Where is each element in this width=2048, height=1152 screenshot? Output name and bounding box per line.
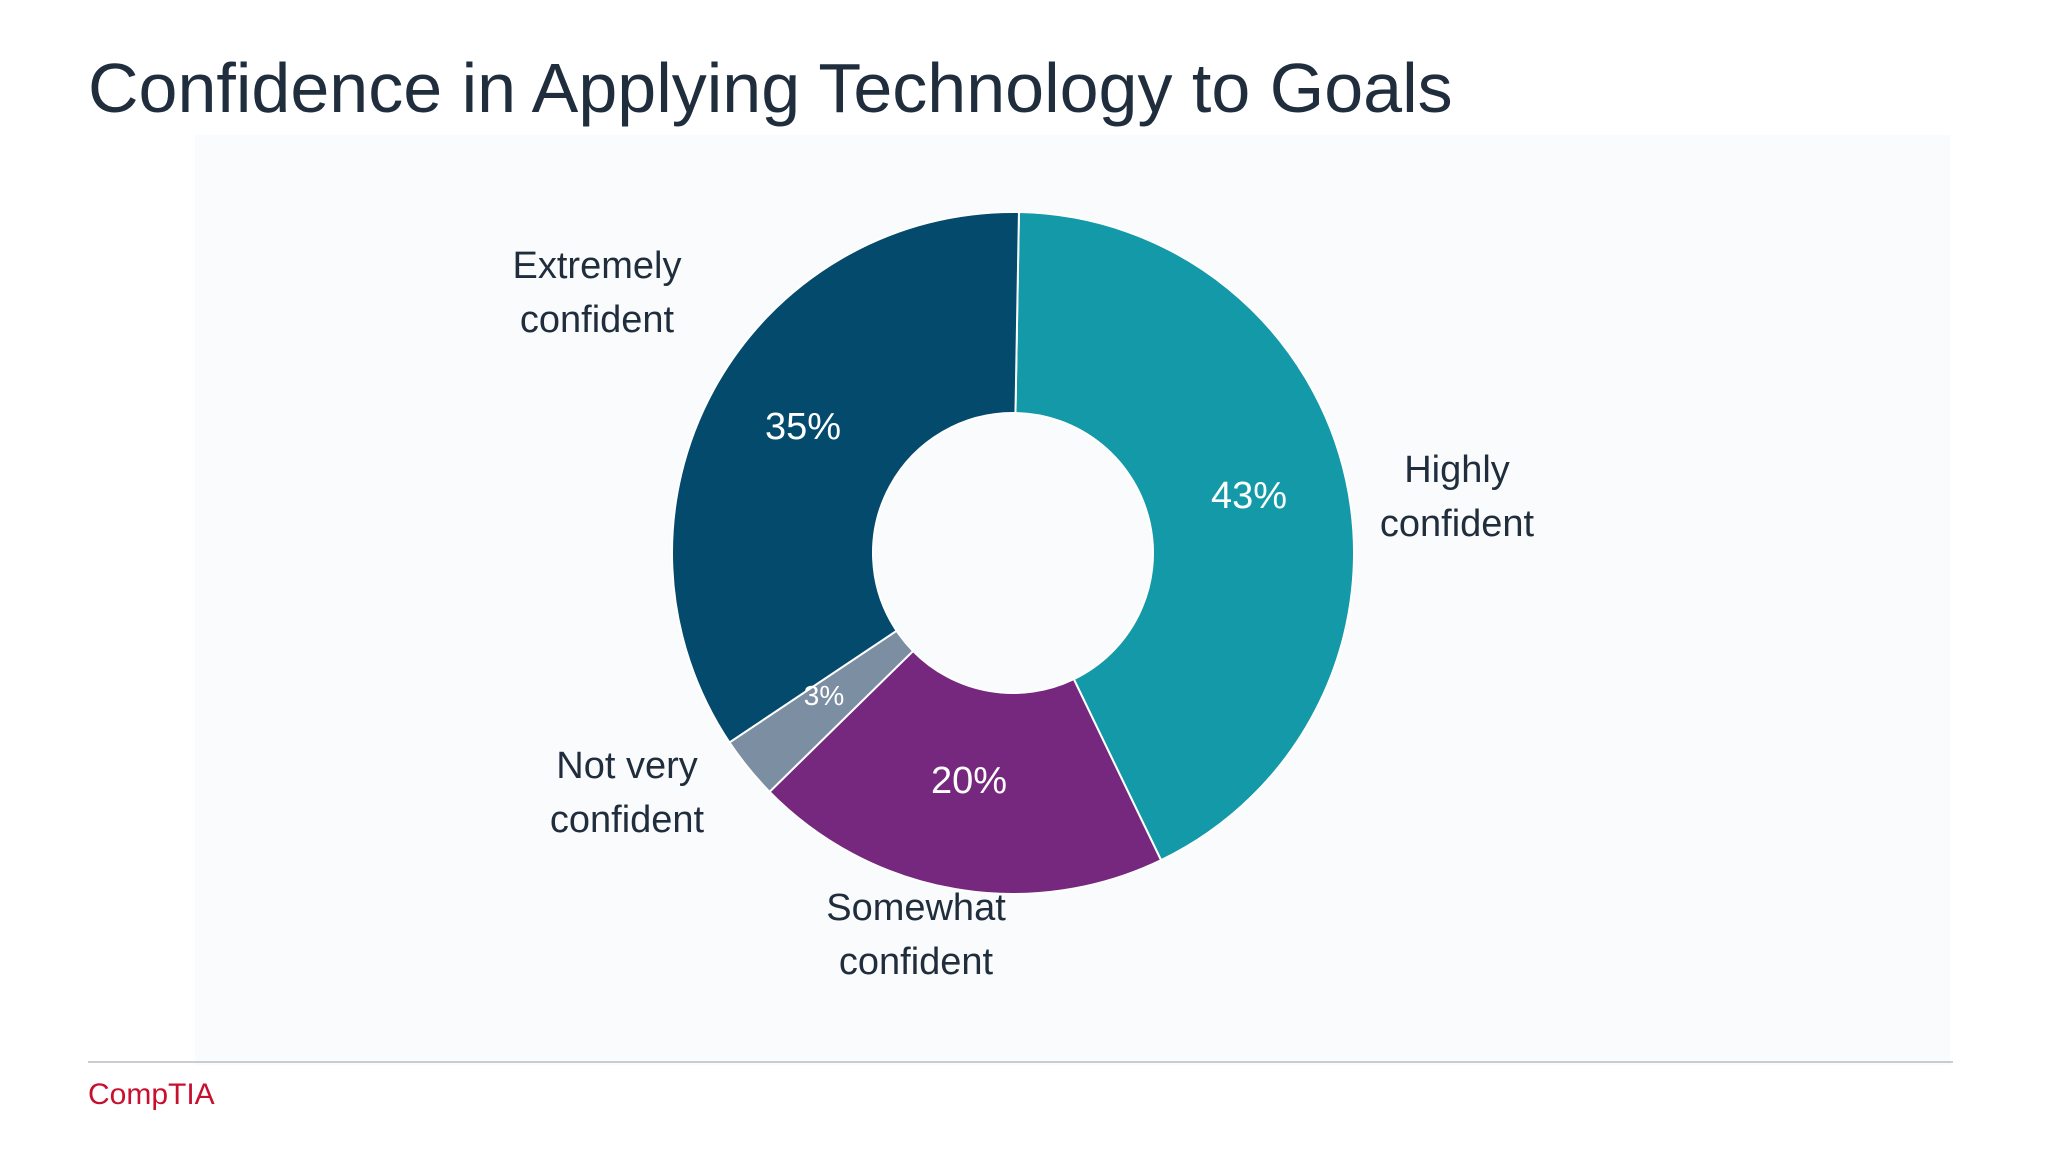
value-label-extremely-confident: 35%	[765, 406, 841, 448]
comptia-logo: CompTIA	[88, 1078, 215, 1112]
logo-text: CompTIA	[88, 1078, 215, 1111]
category-label-highly-confident: Highly confident	[1380, 449, 1535, 545]
value-label-highly-confident: 43%	[1211, 475, 1287, 517]
category-label-extremely-confident: Extremely confident	[513, 245, 682, 341]
donut-slice-somewhat-confident	[768, 649, 1163, 895]
category-label-not-very-confident: Not very confident	[550, 745, 705, 841]
footer-divider	[88, 1061, 1953, 1063]
category-label-somewhat-confident: Somewhat confident	[826, 887, 1006, 983]
slide-title: Confidence in Applying Technology to Goa…	[88, 49, 1453, 127]
donut-slice-highly-confident	[1014, 211, 1355, 862]
value-label-not-very-confident: 3%	[804, 680, 844, 711]
donut-slice-extremely-confident	[671, 211, 1020, 744]
value-label-somewhat-confident: 20%	[931, 760, 1007, 802]
